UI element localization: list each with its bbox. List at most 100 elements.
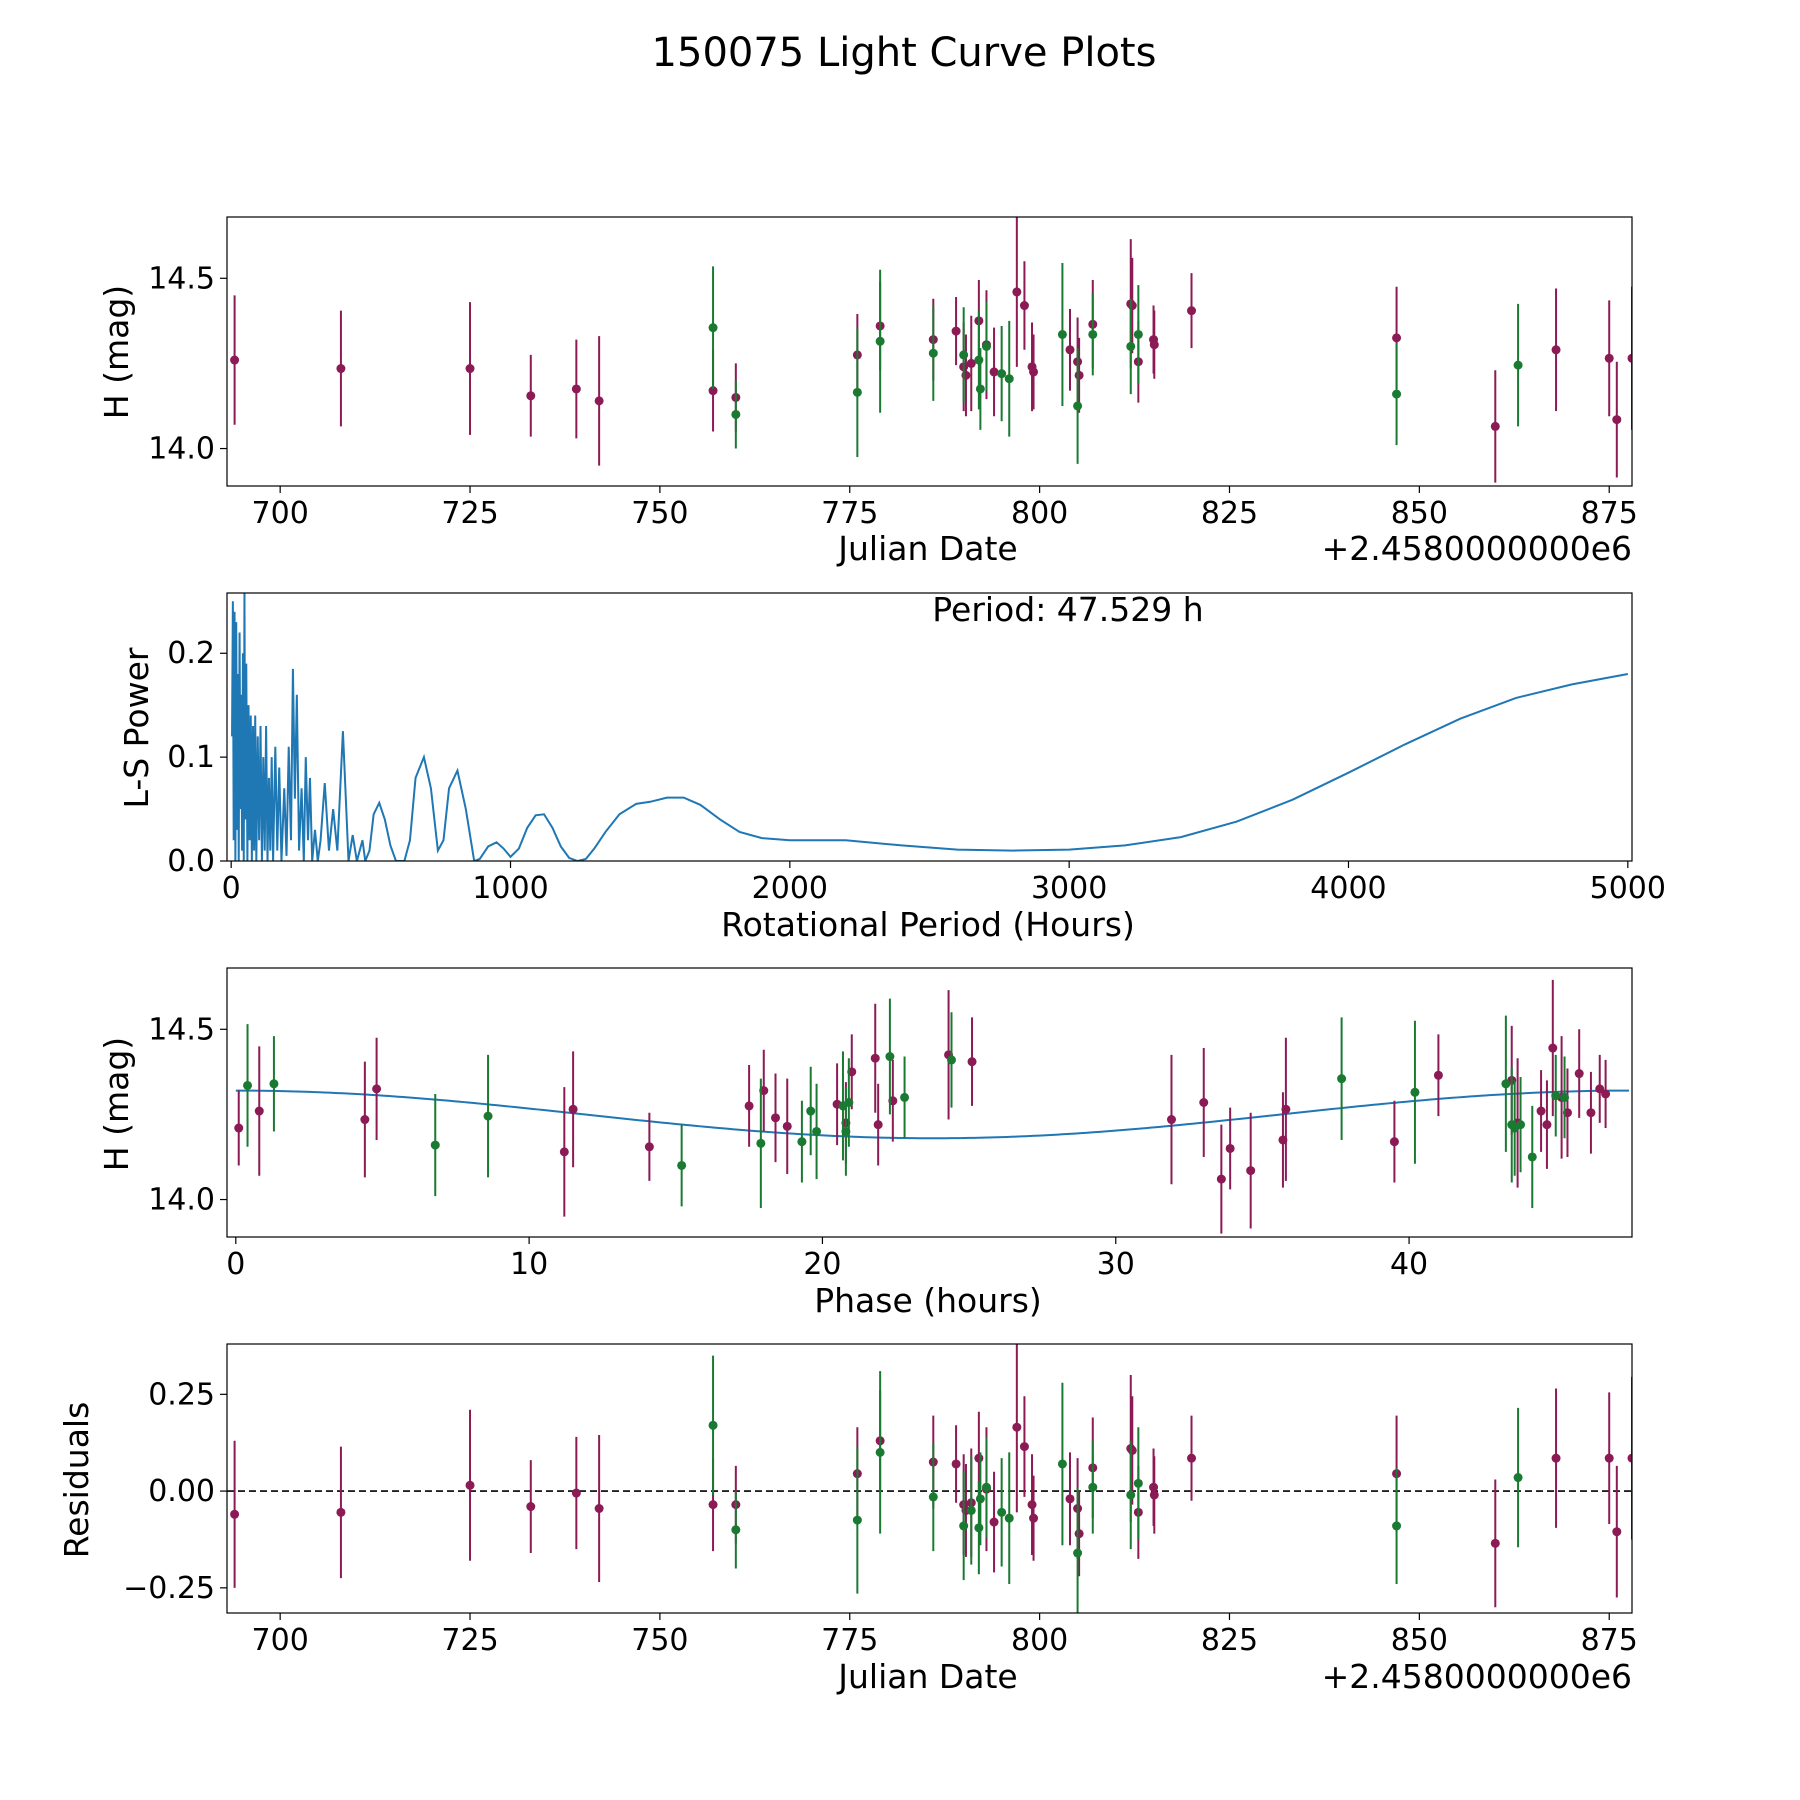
lightcurve-green-point xyxy=(981,341,991,351)
phased-maroon-point xyxy=(1542,1120,1552,1130)
lightcurve-maroon-point xyxy=(1490,421,1500,431)
residuals-green-point xyxy=(959,1521,969,1531)
phased-maroon-point xyxy=(372,1084,382,1094)
phased-maroon-point xyxy=(967,1057,977,1067)
residuals-maroon-point xyxy=(1029,1513,1039,1523)
phased-maroon-point xyxy=(1536,1106,1546,1116)
lightcurve-panel: Julian Date H (mag) +2.4580000000e6 700 7… xyxy=(97,216,1638,568)
residuals-green-point xyxy=(1004,1513,1014,1523)
phased-green-point xyxy=(1410,1087,1420,1097)
residuals-maroon-point xyxy=(571,1488,581,1498)
periodogram-ytick-label: 0.0 xyxy=(167,844,215,879)
periodogram-plot-area xyxy=(231,593,1628,861)
phased-maroon-point xyxy=(1601,1089,1611,1099)
lightcurve-maroon-point xyxy=(1149,340,1159,350)
lightcurve-green-point xyxy=(708,323,718,333)
residuals-xtick-label: 850 xyxy=(1391,1623,1448,1658)
lightcurve-green-point xyxy=(731,409,741,419)
periodogram-xtick-label: 4000 xyxy=(1310,871,1386,906)
residuals-maroon-point xyxy=(989,1517,999,1527)
phased-green-point xyxy=(756,1138,766,1148)
lightcurve-xtick-label: 850 xyxy=(1391,496,1448,531)
phased-xtick-label: 40 xyxy=(1390,1247,1428,1282)
residuals-maroon-point xyxy=(465,1480,475,1490)
phased-green-point xyxy=(1560,1092,1570,1102)
residuals-maroon-point xyxy=(1149,1490,1159,1500)
phased-green-point xyxy=(483,1111,493,1121)
residuals-green-point xyxy=(1513,1473,1523,1483)
residuals-green-point xyxy=(997,1507,1007,1517)
residuals-green-point xyxy=(731,1525,741,1535)
residuals-xtick-label: 800 xyxy=(1011,1623,1068,1658)
residuals-ytick-label: 0.25 xyxy=(148,1377,215,1412)
phased-maroon-point xyxy=(1225,1143,1235,1153)
lightcurve-maroon-point xyxy=(1029,367,1039,377)
residuals-maroon-point xyxy=(708,1500,718,1510)
lightcurve-xtick-label: 875 xyxy=(1581,496,1638,531)
lightcurve-green-point xyxy=(875,336,885,346)
phased-green-point xyxy=(806,1106,816,1116)
residuals-green-point xyxy=(852,1515,862,1525)
phased-green-point xyxy=(797,1137,807,1147)
phased-maroon-point xyxy=(1281,1104,1291,1114)
residuals-maroon-point xyxy=(974,1453,984,1463)
phased-xtick-label: 20 xyxy=(803,1247,841,1282)
lightcurve-maroon-point xyxy=(465,364,475,374)
residuals-maroon-point xyxy=(1074,1529,1084,1539)
residuals-green-point xyxy=(966,1505,976,1515)
residuals-xtick-label: 875 xyxy=(1581,1623,1638,1658)
residuals-maroon-point xyxy=(1065,1494,1075,1504)
residuals-maroon-point xyxy=(1127,1445,1137,1455)
residuals-panel: Julian Date Residuals +2.4580000000e6 70… xyxy=(57,1343,1638,1696)
phased-maroon-point xyxy=(744,1101,754,1111)
lightcurve-green-point xyxy=(975,384,985,394)
phased-maroon-point xyxy=(1246,1166,1256,1176)
lightcurve-green-point xyxy=(1133,329,1143,339)
lightcurve-xlabel: Julian Date xyxy=(836,529,1018,568)
lightcurve-maroon-point xyxy=(336,364,346,374)
lightcurve-offset-text: +2.4580000000e6 xyxy=(1322,529,1632,568)
lightcurve-xtick-label: 800 xyxy=(1011,496,1068,531)
phased-maroon-point xyxy=(1199,1098,1209,1107)
phased-green-point xyxy=(946,1055,956,1065)
residuals-maroon-point xyxy=(1612,1527,1622,1537)
phased-maroon-point xyxy=(870,1053,880,1063)
phased-green-point xyxy=(885,1052,895,1062)
phased-maroon-point xyxy=(771,1113,781,1123)
residuals-xtick-label: 700 xyxy=(252,1623,309,1658)
periodogram-xtick-label: 2000 xyxy=(752,871,828,906)
phased-green-point xyxy=(900,1092,910,1102)
lightcurve-maroon-point xyxy=(1127,301,1137,311)
lightcurve-maroon-point xyxy=(989,367,999,377)
phased-xtick-label: 10 xyxy=(510,1247,548,1282)
residuals-axes-frame xyxy=(226,1343,1633,1614)
lightcurve-xtick-label: 750 xyxy=(631,496,688,531)
phased-green-point xyxy=(1516,1120,1526,1130)
lightcurve-maroon-point xyxy=(1627,353,1632,363)
lightcurve-maroon-point xyxy=(951,326,961,336)
phased-panel: Phase (hours) H (mag) 0 10 20 30 40 14.0 14.5 xyxy=(97,967,1633,1320)
lightcurve-green-point xyxy=(1513,360,1523,370)
periodogram-panel: Period: 47.529 h Rotational Period (Hour… xyxy=(117,590,1666,944)
phased-xlabel: Phase (hours) xyxy=(814,1281,1042,1320)
residuals-ytick-label: 0.00 xyxy=(148,1474,215,1509)
lightcurve-green-point xyxy=(1073,401,1083,411)
residuals-xtick-label: 775 xyxy=(821,1623,878,1658)
phased-green-point xyxy=(430,1140,440,1150)
residuals-maroon-point xyxy=(230,1509,240,1519)
phased-green-point xyxy=(1527,1152,1537,1162)
phased-maroon-point xyxy=(1574,1069,1584,1079)
residuals-green-point xyxy=(1057,1459,1067,1469)
phased-plot-area xyxy=(234,979,1630,1234)
phased-maroon-point xyxy=(1548,1043,1558,1053)
periodogram-ytick-label: 0.2 xyxy=(167,636,215,671)
residuals-green-point xyxy=(981,1482,991,1492)
residuals-xtick-label: 750 xyxy=(631,1623,688,1658)
lightcurve-xtick-label: 700 xyxy=(252,496,309,531)
phased-maroon-point xyxy=(234,1123,244,1133)
lightcurve-xtick-label: 825 xyxy=(1201,496,1258,531)
phased-maroon-point xyxy=(873,1120,883,1130)
figure-title: 150075 Light Curve Plots xyxy=(652,30,1157,76)
phased-maroon-point xyxy=(1595,1084,1605,1094)
